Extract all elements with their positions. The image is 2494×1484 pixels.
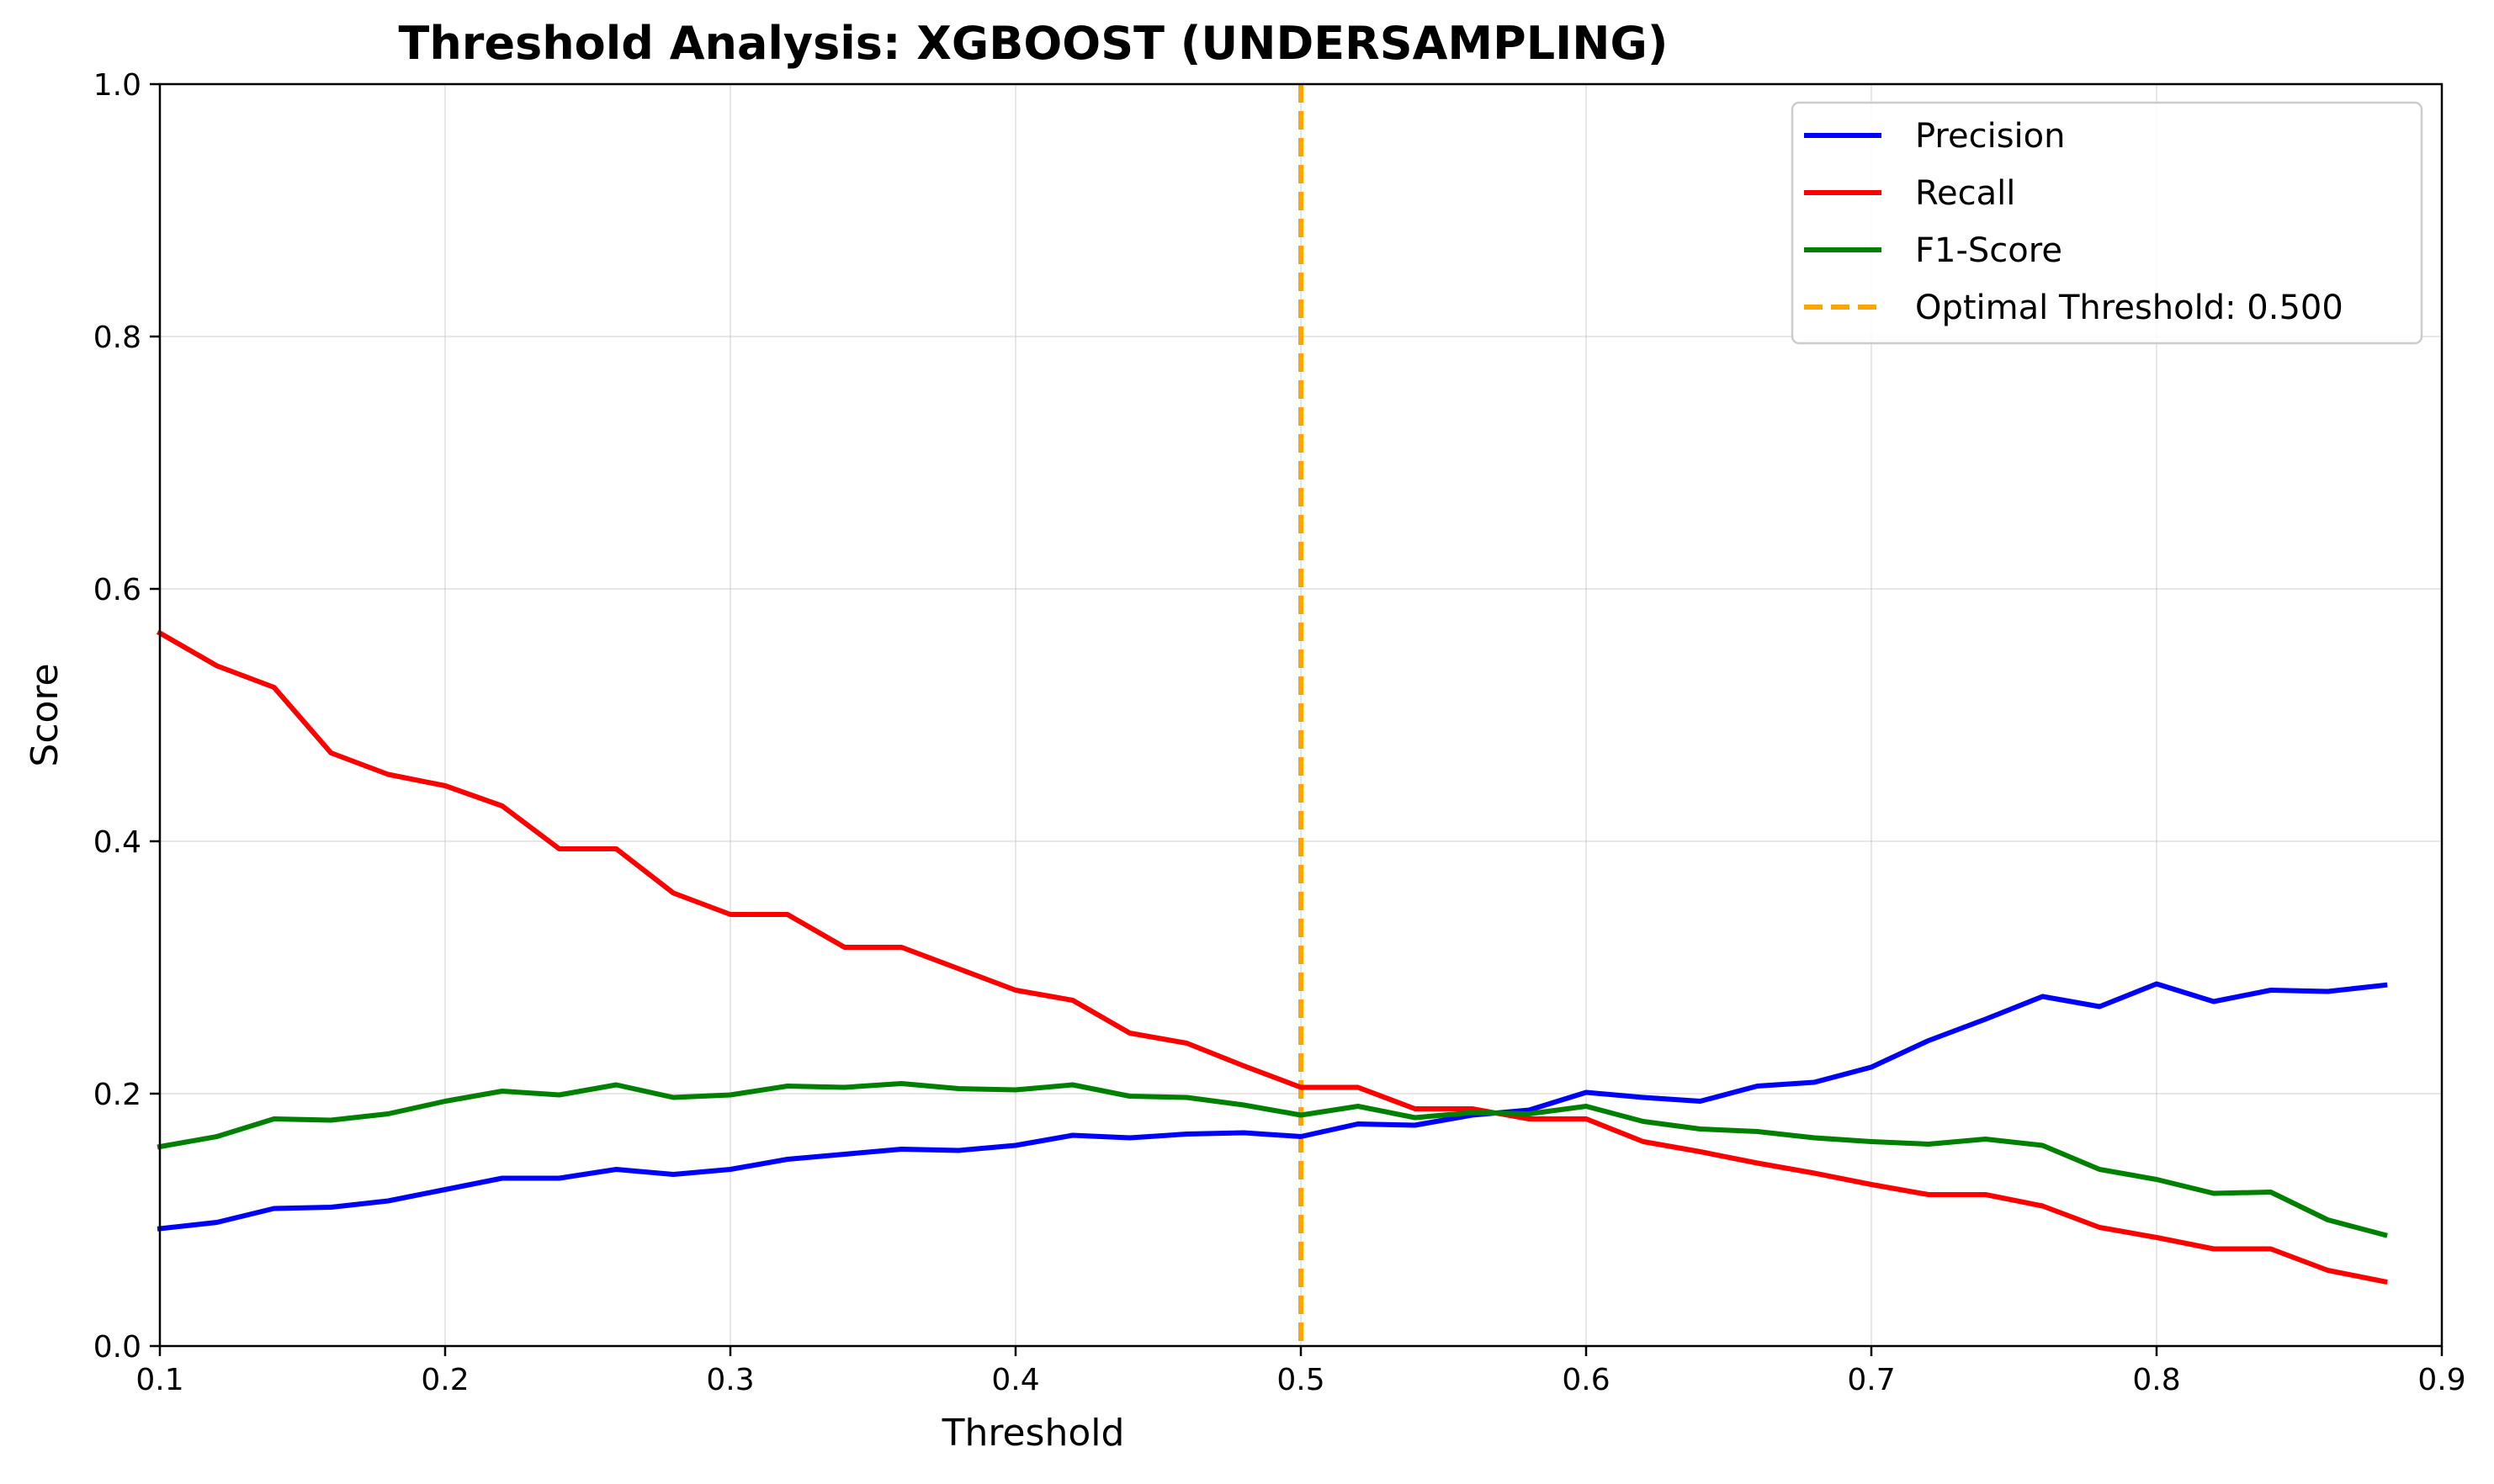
axis-ticks: 0.1 0.2 0.3 0.4 0.5 0.6 0.7 0.8 0.9 0.0 0.2 0.4 0.6 0… <box>93 68 2466 1397</box>
x-tick-label: 0.1 <box>135 1363 183 1397</box>
legend-frame <box>1791 101 2423 345</box>
x-tick-label: 0.5 <box>1276 1363 1324 1397</box>
x-tick-label: 0.7 <box>1847 1363 1895 1397</box>
series-lines <box>156 629 2388 1285</box>
recall-line <box>156 629 2388 1285</box>
y-tick-label: 0.2 <box>93 1078 141 1112</box>
y-tick-label: 0.6 <box>93 573 141 607</box>
legend-label-recall: Recall <box>1915 174 2015 213</box>
precision-line <box>157 981 2388 1232</box>
y-tick-label: 0.8 <box>93 321 141 355</box>
x-tick-label: 0.3 <box>706 1363 754 1397</box>
x-tick-label: 0.9 <box>2417 1363 2465 1397</box>
y-tick-label: 1.0 <box>93 68 141 103</box>
y-tick-label: 0.4 <box>93 825 141 860</box>
x-tick-label: 0.2 <box>421 1363 469 1397</box>
legend-label-f1-score: F1-Score <box>1915 231 2062 270</box>
f1-score-line <box>157 1081 2388 1238</box>
chart-title: Threshold Analysis: XGBOOST (UNDERSAMPLI… <box>399 17 1669 70</box>
x-tick-label: 0.4 <box>991 1363 1039 1397</box>
x-axis-label: Threshold <box>942 1412 1125 1455</box>
legend-label-optimal-threshold-0-500: Optimal Threshold: 0.500 <box>1915 289 2343 327</box>
y-axis-label: Score <box>24 663 66 766</box>
chart-legend: Precision Recall F1-Score Optimal Threshold… <box>1791 101 2423 345</box>
x-tick-label: 0.8 <box>2132 1363 2180 1397</box>
x-tick-label: 0.6 <box>1562 1363 1610 1397</box>
y-tick-label: 0.0 <box>93 1330 141 1365</box>
legend-label-precision: Precision <box>1915 117 2065 156</box>
